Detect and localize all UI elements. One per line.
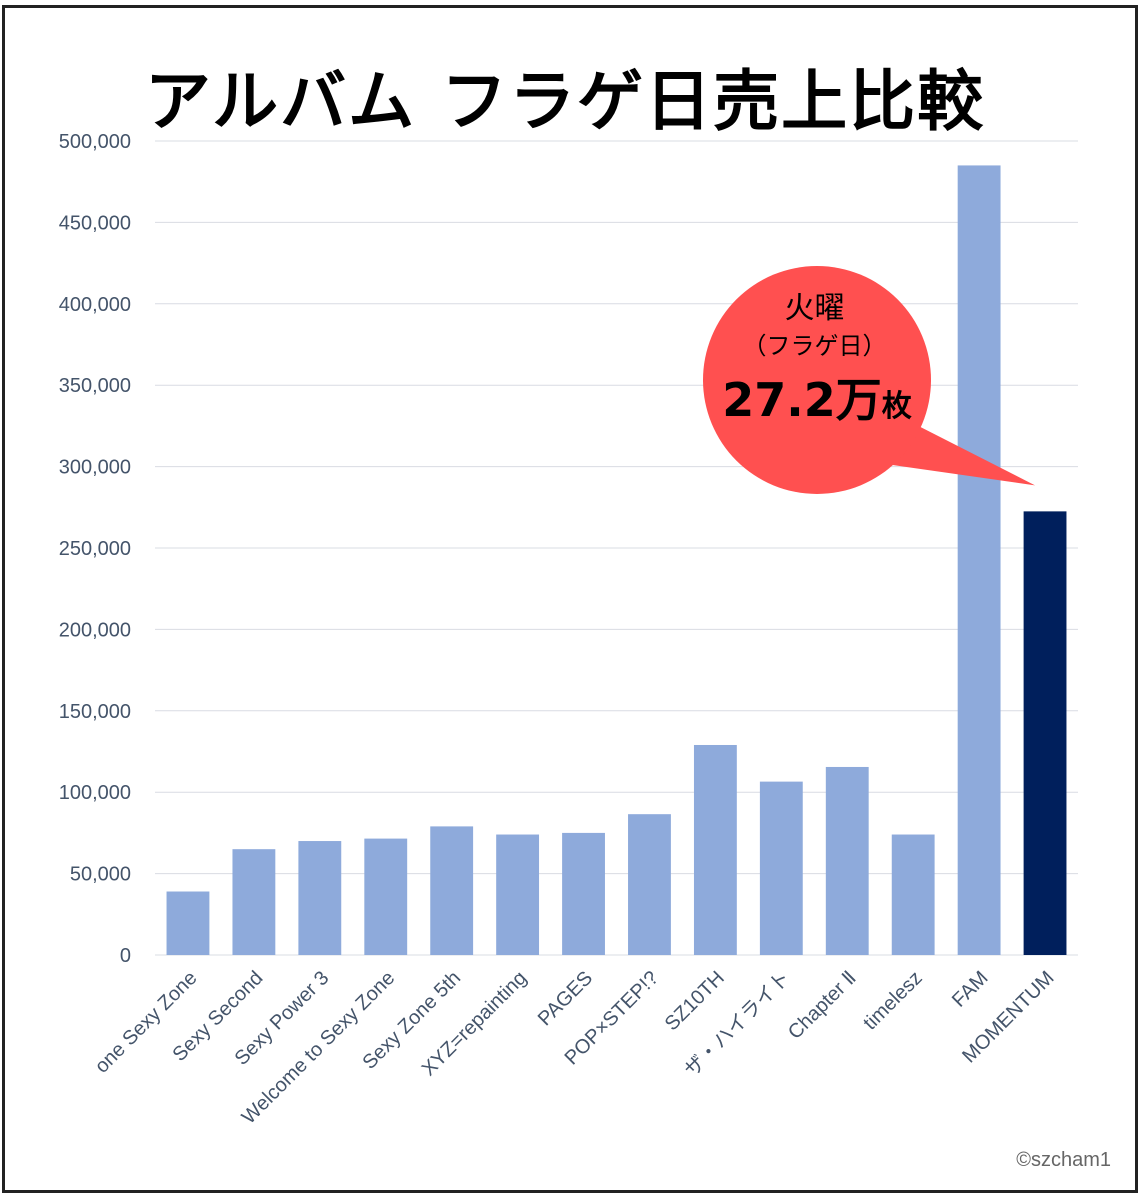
y-tick-label: 50,000 — [70, 864, 131, 886]
y-tick-label: 350,000 — [59, 375, 131, 397]
bar-chart: 0 50,000 100,000 150,000 200,000 250,000 300,0… — [59, 131, 1078, 1128]
x-tick-label: FAM — [948, 967, 993, 1012]
bar — [496, 834, 540, 955]
bar — [891, 834, 935, 955]
callout-text: 火曜 （フラゲ日） 27.2万枚 — [722, 291, 912, 427]
y-tick-label: 250,000 — [59, 538, 131, 560]
chart-title: アルバム フラゲ日売上比較 — [144, 63, 986, 140]
chart-frame: アルバム フラゲ日売上比較 0 50,000 100,000 150,000 200,0… — [2, 5, 1138, 1193]
callout-subtitle: （フラゲ日） — [742, 332, 886, 360]
y-tick-label: 0 — [120, 945, 131, 967]
y-tick-label: 150,000 — [59, 701, 131, 723]
callout-unit: 枚 — [882, 389, 912, 424]
x-tick-label: timelesz — [859, 967, 926, 1034]
bar — [166, 891, 210, 955]
bar — [232, 849, 276, 955]
y-tick-label: 200,000 — [59, 619, 131, 641]
bar — [562, 832, 605, 955]
bars — [166, 165, 1067, 956]
x-tick-label: PAGES — [534, 967, 597, 1030]
bar — [430, 826, 474, 955]
y-axis: 0 50,000 100,000 150,000 200,000 250,000 300,0… — [59, 131, 131, 967]
callout-circle — [703, 266, 931, 494]
grid-layer — [155, 140, 1078, 956]
bar — [759, 781, 803, 955]
bar — [693, 744, 737, 955]
y-tick-label: 450,000 — [59, 212, 131, 234]
callout-number: 27.2万 — [722, 373, 882, 427]
y-tick-label: 300,000 — [59, 457, 131, 479]
bar — [364, 838, 408, 955]
bar — [298, 841, 342, 955]
copyright-label: ©szcham1 — [1016, 1149, 1111, 1171]
x-tick-label: Chapter Ⅱ — [784, 967, 861, 1044]
bar — [1023, 511, 1067, 955]
bar — [628, 814, 671, 955]
callout-bubble: 火曜 （フラゲ日） 27.2万枚 — [703, 266, 1036, 494]
callout-day: 火曜 — [784, 291, 844, 326]
bar — [825, 766, 869, 955]
bar — [957, 165, 1001, 956]
y-tick-label: 100,000 — [59, 782, 131, 804]
callout-value: 27.2万枚 — [722, 373, 912, 427]
y-tick-label: 500,000 — [59, 131, 131, 153]
x-tick-label: SZ10TH — [661, 967, 729, 1035]
y-tick-label: 400,000 — [59, 294, 131, 316]
